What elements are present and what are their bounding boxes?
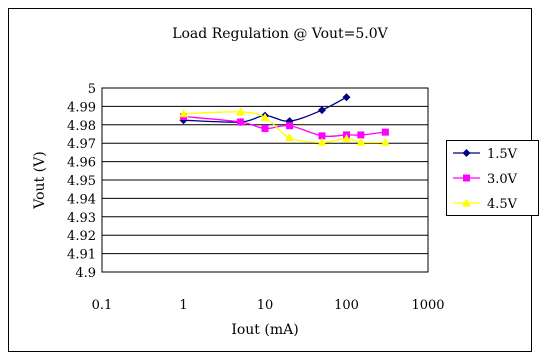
data-point [462,198,471,207]
data-point [285,133,295,142]
legend: 1.5V 3.0V 4.5V [446,140,539,216]
data-point [317,137,327,146]
data-point [261,124,269,132]
y-tick-label: 4.9 [75,266,96,281]
x-tick-label: 1000 [411,298,444,313]
data-point [381,128,389,136]
data-point [380,137,390,146]
x-tick-label: 10 [257,298,274,313]
data-point [342,134,351,143]
y-tick-label: 5 [88,82,96,97]
data-point [357,131,365,139]
y-tick-label: 4.91 [67,248,96,263]
y-tick-label: 4.97 [67,137,96,152]
data-point [235,107,245,116]
y-axis-label: Vout (V) [32,151,48,209]
legend-label: 1.5V [487,147,518,162]
data-point [236,118,244,126]
x-tick-label: 1 [179,298,187,313]
x-tick-label: 100 [334,298,359,313]
series-layer [179,93,390,146]
y-tick-label: 4.98 [67,119,96,134]
data-point [260,112,270,121]
plot-area: 0.1 1 10 100 1000 4.94.914.924.934.944.954.9… [67,82,445,313]
data-point [318,132,326,140]
y-tick-label: 4.99 [67,100,96,115]
data-point [356,137,366,146]
data-point [317,106,326,115]
legend-entry: 4.5V [453,197,518,212]
data-point [179,109,188,118]
y-tick-label: 4.93 [67,211,96,226]
series-4.5V [179,107,390,146]
y-tick-label: 4.92 [67,229,96,244]
data-point [462,149,471,157]
x-tick-label: 0.1 [92,298,113,313]
legend-label: 4.5V [487,197,518,212]
x-tick-labels: 0.1 1 10 100 1000 [92,298,445,313]
data-point [342,93,351,102]
gridlines [102,105,428,255]
y-tick-label: 4.95 [67,174,96,189]
y-tick-labels: 4.9 4.91 4.92 4.93 4.94 4.95 4.96 4.97 4.98 4.99 5 [67,82,96,281]
y-tick-label: 4.94 [67,192,96,207]
y-tick-label: 4.96 [67,156,96,171]
x-axis-label: Iout (mA) [231,322,298,338]
legend-label: 3.0V [487,172,518,187]
chart-title: Load Regulation @ Vout=5.0V [172,26,388,42]
legend-entry: 3.0V [453,172,518,187]
data-point [463,174,470,182]
legend-entry: 1.5V [453,147,518,162]
data-point [286,122,294,130]
